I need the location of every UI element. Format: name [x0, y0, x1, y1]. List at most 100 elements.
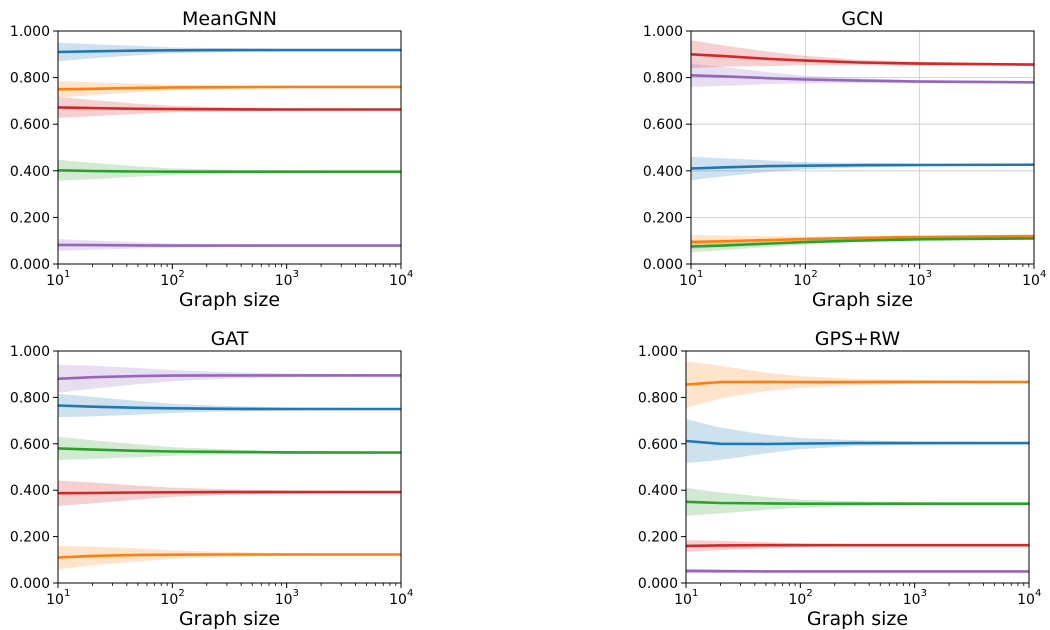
series-line-1	[685, 439, 1029, 446]
y-tick-label: 0.600	[643, 117, 683, 133]
x-tick-exponent: 3	[293, 588, 299, 599]
x-axis-label: Graph size	[812, 289, 913, 311]
y-tick-label: 0.200	[10, 210, 50, 226]
series-line-4	[690, 237, 1035, 248]
axes-frame	[57, 30, 402, 265]
series-line-3	[57, 169, 401, 173]
series-line-0	[57, 48, 401, 54]
x-axis-label: Graph size	[179, 608, 280, 630]
axes-frame	[685, 350, 1030, 584]
x-tick-label: 10	[679, 273, 697, 289]
x-tick-label: 10	[46, 592, 64, 608]
series-line-4	[57, 243, 401, 247]
confidence-band-3	[58, 159, 401, 181]
series-line-0	[690, 53, 1035, 66]
y-tick-label: 0.000	[638, 576, 678, 592]
confidence-band-3	[691, 234, 1034, 249]
x-axis-label: Graph size	[807, 608, 908, 630]
confidence-band-2	[58, 436, 401, 460]
y-tick-label: 0.200	[643, 210, 683, 226]
axes-frame	[57, 350, 402, 584]
x-tick-label: 10	[788, 592, 806, 608]
x-tick-exponent: 1	[64, 269, 70, 280]
x-tick-label: 10	[160, 273, 178, 289]
y-tick-label: 0.800	[638, 390, 678, 406]
series-line-1	[57, 404, 401, 411]
series-line-2	[57, 447, 402, 454]
y-tick-label: 0.600	[10, 117, 50, 133]
x-tick-label: 10	[389, 592, 407, 608]
confidence-band-2	[686, 487, 1029, 516]
x-tick-exponent: 1	[692, 588, 698, 599]
series-line-4	[685, 569, 1029, 573]
confidence-band-1	[58, 393, 401, 418]
x-tick-exponent: 2	[811, 269, 817, 280]
confidence-band-0	[58, 364, 401, 393]
chart-title: MeanGNN	[182, 8, 277, 30]
x-tick-exponent: 4	[1040, 269, 1046, 280]
series-line-3	[57, 490, 401, 495]
confidence-band-1	[691, 63, 1034, 87]
series-line-4	[57, 553, 401, 559]
y-tick-label: 0.200	[10, 530, 50, 546]
x-tick-exponent: 3	[926, 269, 932, 280]
confidence-band-0	[691, 40, 1034, 69]
x-tick-exponent: 1	[697, 269, 703, 280]
axes-frame	[690, 30, 1035, 265]
x-tick-label: 10	[903, 592, 921, 608]
confidence-band-0	[58, 42, 401, 62]
confidence-band-2	[58, 96, 401, 118]
x-tick-label: 10	[160, 592, 178, 608]
y-tick-label: 1.000	[638, 344, 678, 360]
y-tick-label: 0.600	[638, 437, 678, 453]
confidence-band-2	[691, 156, 1034, 181]
series-line-2	[57, 106, 401, 111]
x-tick-exponent: 2	[178, 588, 184, 599]
confidence-band-4	[58, 545, 401, 570]
x-tick-exponent: 1	[64, 588, 70, 599]
y-tick-label: 0.800	[10, 71, 50, 87]
series-line-3	[685, 543, 1029, 548]
y-tick-label: 0.400	[10, 164, 50, 180]
confidence-band-4	[691, 237, 1034, 253]
y-tick-label: 1.000	[643, 24, 683, 40]
chart-title: GPS+RW	[815, 328, 901, 350]
y-tick-label: 0.600	[10, 437, 50, 453]
y-tick-label: 0.800	[643, 71, 683, 87]
y-tick-label: 0.800	[10, 390, 50, 406]
series-line-2	[690, 163, 1035, 170]
y-tick-label: 0.000	[643, 257, 683, 273]
y-tick-label: 0.200	[638, 530, 678, 546]
chart-title: GCN	[841, 8, 883, 30]
x-tick-label: 10	[275, 592, 293, 608]
y-tick-label: 0.400	[638, 483, 678, 499]
x-tick-label: 10	[908, 273, 926, 289]
x-tick-label: 10	[46, 273, 64, 289]
confidence-band-1	[58, 81, 401, 98]
x-tick-label: 10	[275, 273, 293, 289]
series-line-3	[690, 234, 1035, 244]
series-line-1	[690, 74, 1035, 84]
chart-title: GAT	[211, 328, 249, 350]
x-tick-exponent: 3	[921, 588, 927, 599]
y-tick-label: 0.400	[10, 483, 50, 499]
y-tick-label: 0.000	[10, 576, 50, 592]
x-tick-label: 10	[1017, 592, 1035, 608]
x-tick-label: 10	[793, 273, 811, 289]
x-tick-exponent: 4	[407, 269, 413, 280]
confidence-band-0	[686, 361, 1029, 408]
y-tick-label: 1.000	[10, 344, 50, 360]
x-tick-exponent: 4	[407, 588, 413, 599]
series-line-2	[685, 500, 1029, 506]
y-tick-label: 0.400	[643, 164, 683, 180]
x-tick-label: 10	[389, 273, 407, 289]
x-tick-label: 10	[674, 592, 692, 608]
y-tick-label: 0.000	[10, 257, 50, 273]
x-tick-exponent: 2	[178, 269, 184, 280]
x-tick-exponent: 2	[806, 588, 812, 599]
confidence-band-1	[686, 419, 1029, 464]
